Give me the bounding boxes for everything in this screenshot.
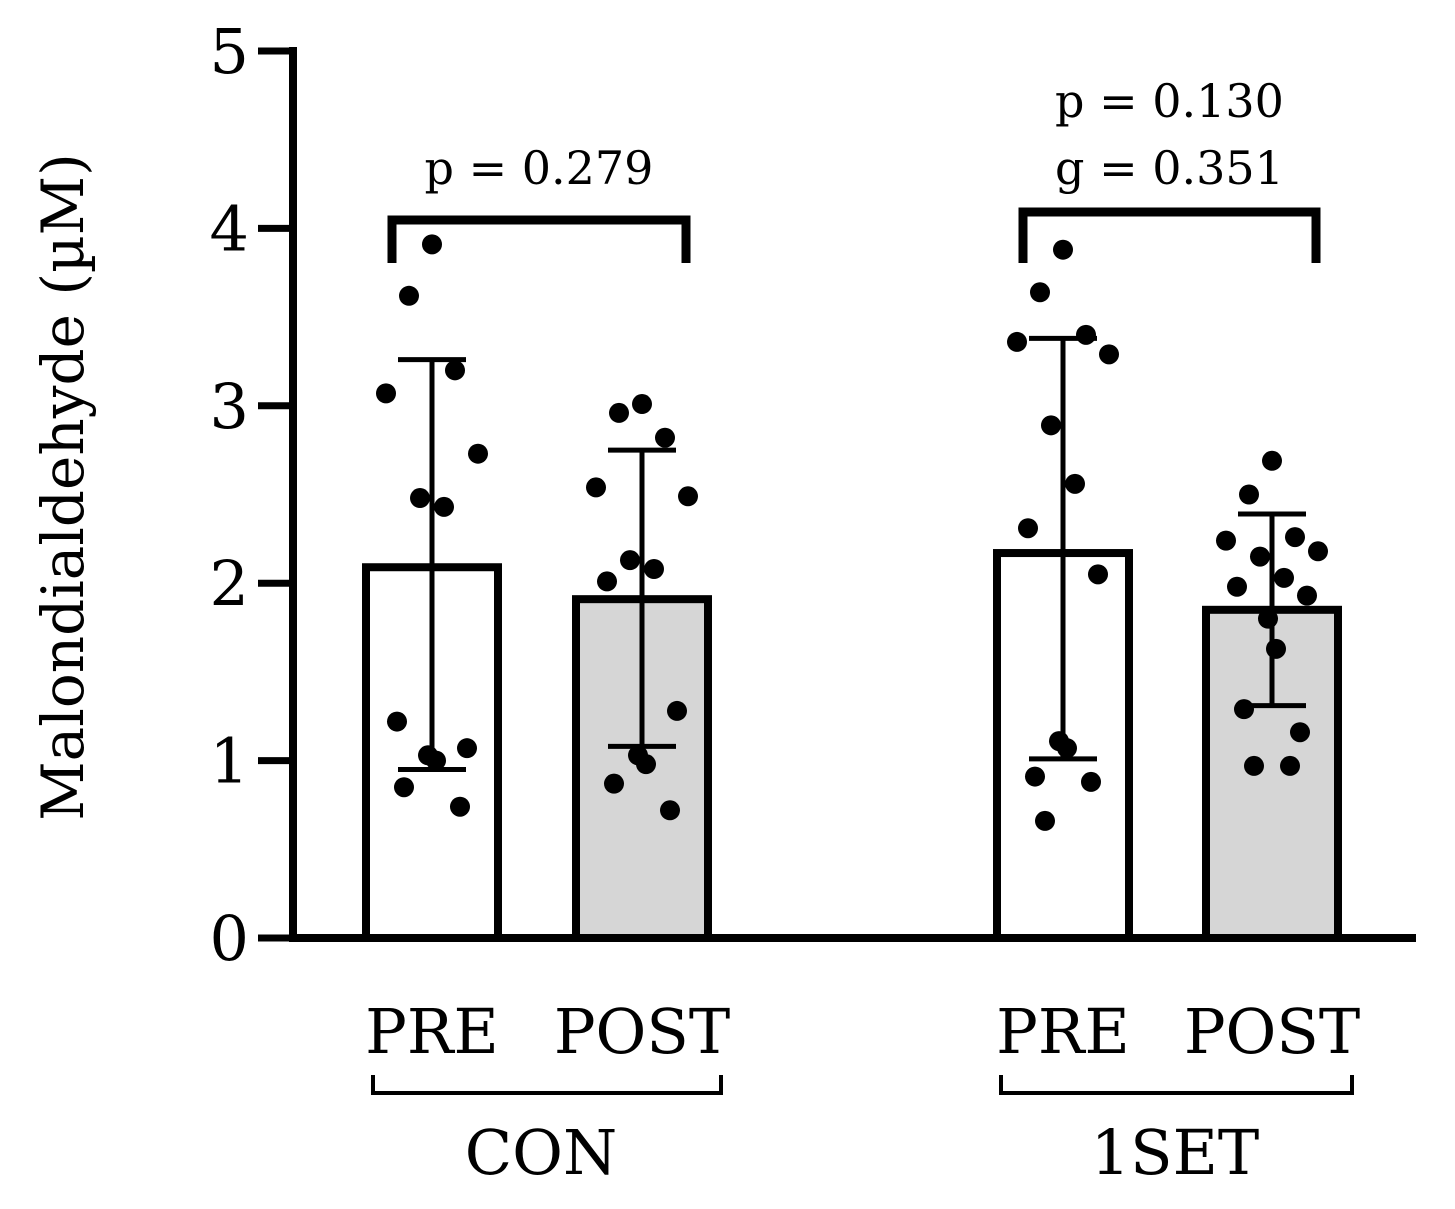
data-point <box>1239 484 1259 505</box>
data-point <box>678 486 698 507</box>
data-point <box>445 360 465 381</box>
data-point <box>1025 766 1045 787</box>
data-point <box>636 754 656 775</box>
data-point <box>376 383 396 404</box>
significance-bracket-con <box>387 215 691 263</box>
x-tick-label-pre: PRE <box>365 995 499 1068</box>
data-point <box>1244 755 1264 776</box>
y-axis-label: Malondialdehyde (µM) <box>29 153 97 820</box>
data-point <box>1266 638 1286 659</box>
data-point <box>422 234 442 255</box>
data-point <box>1035 810 1055 831</box>
data-point <box>1280 755 1300 776</box>
x-tick-label-post: POST <box>1184 995 1360 1068</box>
data-point <box>1234 699 1254 720</box>
data-point <box>1099 344 1119 365</box>
data-point <box>1018 518 1038 539</box>
data-point <box>387 711 407 732</box>
data-point <box>1308 541 1328 562</box>
data-point <box>1030 282 1050 303</box>
data-point <box>1088 564 1108 585</box>
data-point <box>667 700 687 721</box>
y-tick-label: 0 <box>210 902 249 975</box>
y-tick-label: 5 <box>210 15 249 88</box>
y-tick-label: 3 <box>210 370 249 443</box>
data-point <box>1216 530 1236 551</box>
data-point <box>1227 576 1247 597</box>
data-point <box>394 777 414 798</box>
annotation-con-0: p = 0.279 <box>425 141 654 195</box>
data-point <box>1297 585 1317 606</box>
data-point <box>1290 722 1310 743</box>
data-point <box>1065 473 1085 494</box>
data-point <box>1053 239 1073 260</box>
data-point <box>1262 450 1282 471</box>
data-point <box>457 738 477 759</box>
data-point <box>1076 324 1096 345</box>
data-point <box>468 443 488 464</box>
data-point <box>632 394 652 415</box>
x-tick-label-post: POST <box>554 995 730 1068</box>
data-point <box>1285 527 1305 548</box>
group-bracket-1set <box>999 1075 1354 1095</box>
data-point <box>1007 331 1027 352</box>
group-bracket-con <box>371 1075 723 1095</box>
y-tick-label: 4 <box>210 192 249 265</box>
data-point <box>609 402 629 423</box>
significance-bracket-1set <box>1018 207 1321 263</box>
data-point <box>399 285 419 306</box>
data-point <box>660 800 680 821</box>
x-tick-label-pre: PRE <box>996 995 1130 1068</box>
data-point <box>1041 415 1061 436</box>
data-point <box>604 773 624 794</box>
data-point <box>1057 738 1077 759</box>
data-point <box>1258 608 1278 629</box>
data-point <box>434 496 454 517</box>
data-point <box>450 796 470 817</box>
data-point <box>426 750 446 771</box>
data-point <box>586 477 606 498</box>
annotation-1set-0: p = 0.130 <box>1055 74 1284 128</box>
group-label-1set: 1SET <box>1091 1116 1260 1189</box>
data-point <box>1081 771 1101 792</box>
data-point <box>1250 546 1270 567</box>
y-tick-label: 1 <box>210 725 249 798</box>
data-point <box>1274 567 1294 588</box>
data-point <box>410 488 430 509</box>
data-point <box>644 559 664 580</box>
y-tick-label: 2 <box>210 547 249 620</box>
data-point <box>620 550 640 571</box>
data-point <box>655 427 675 448</box>
data-point <box>597 571 617 592</box>
annotation-1set-1: g = 0.351 <box>1055 141 1284 195</box>
group-label-con: CON <box>465 1116 618 1189</box>
